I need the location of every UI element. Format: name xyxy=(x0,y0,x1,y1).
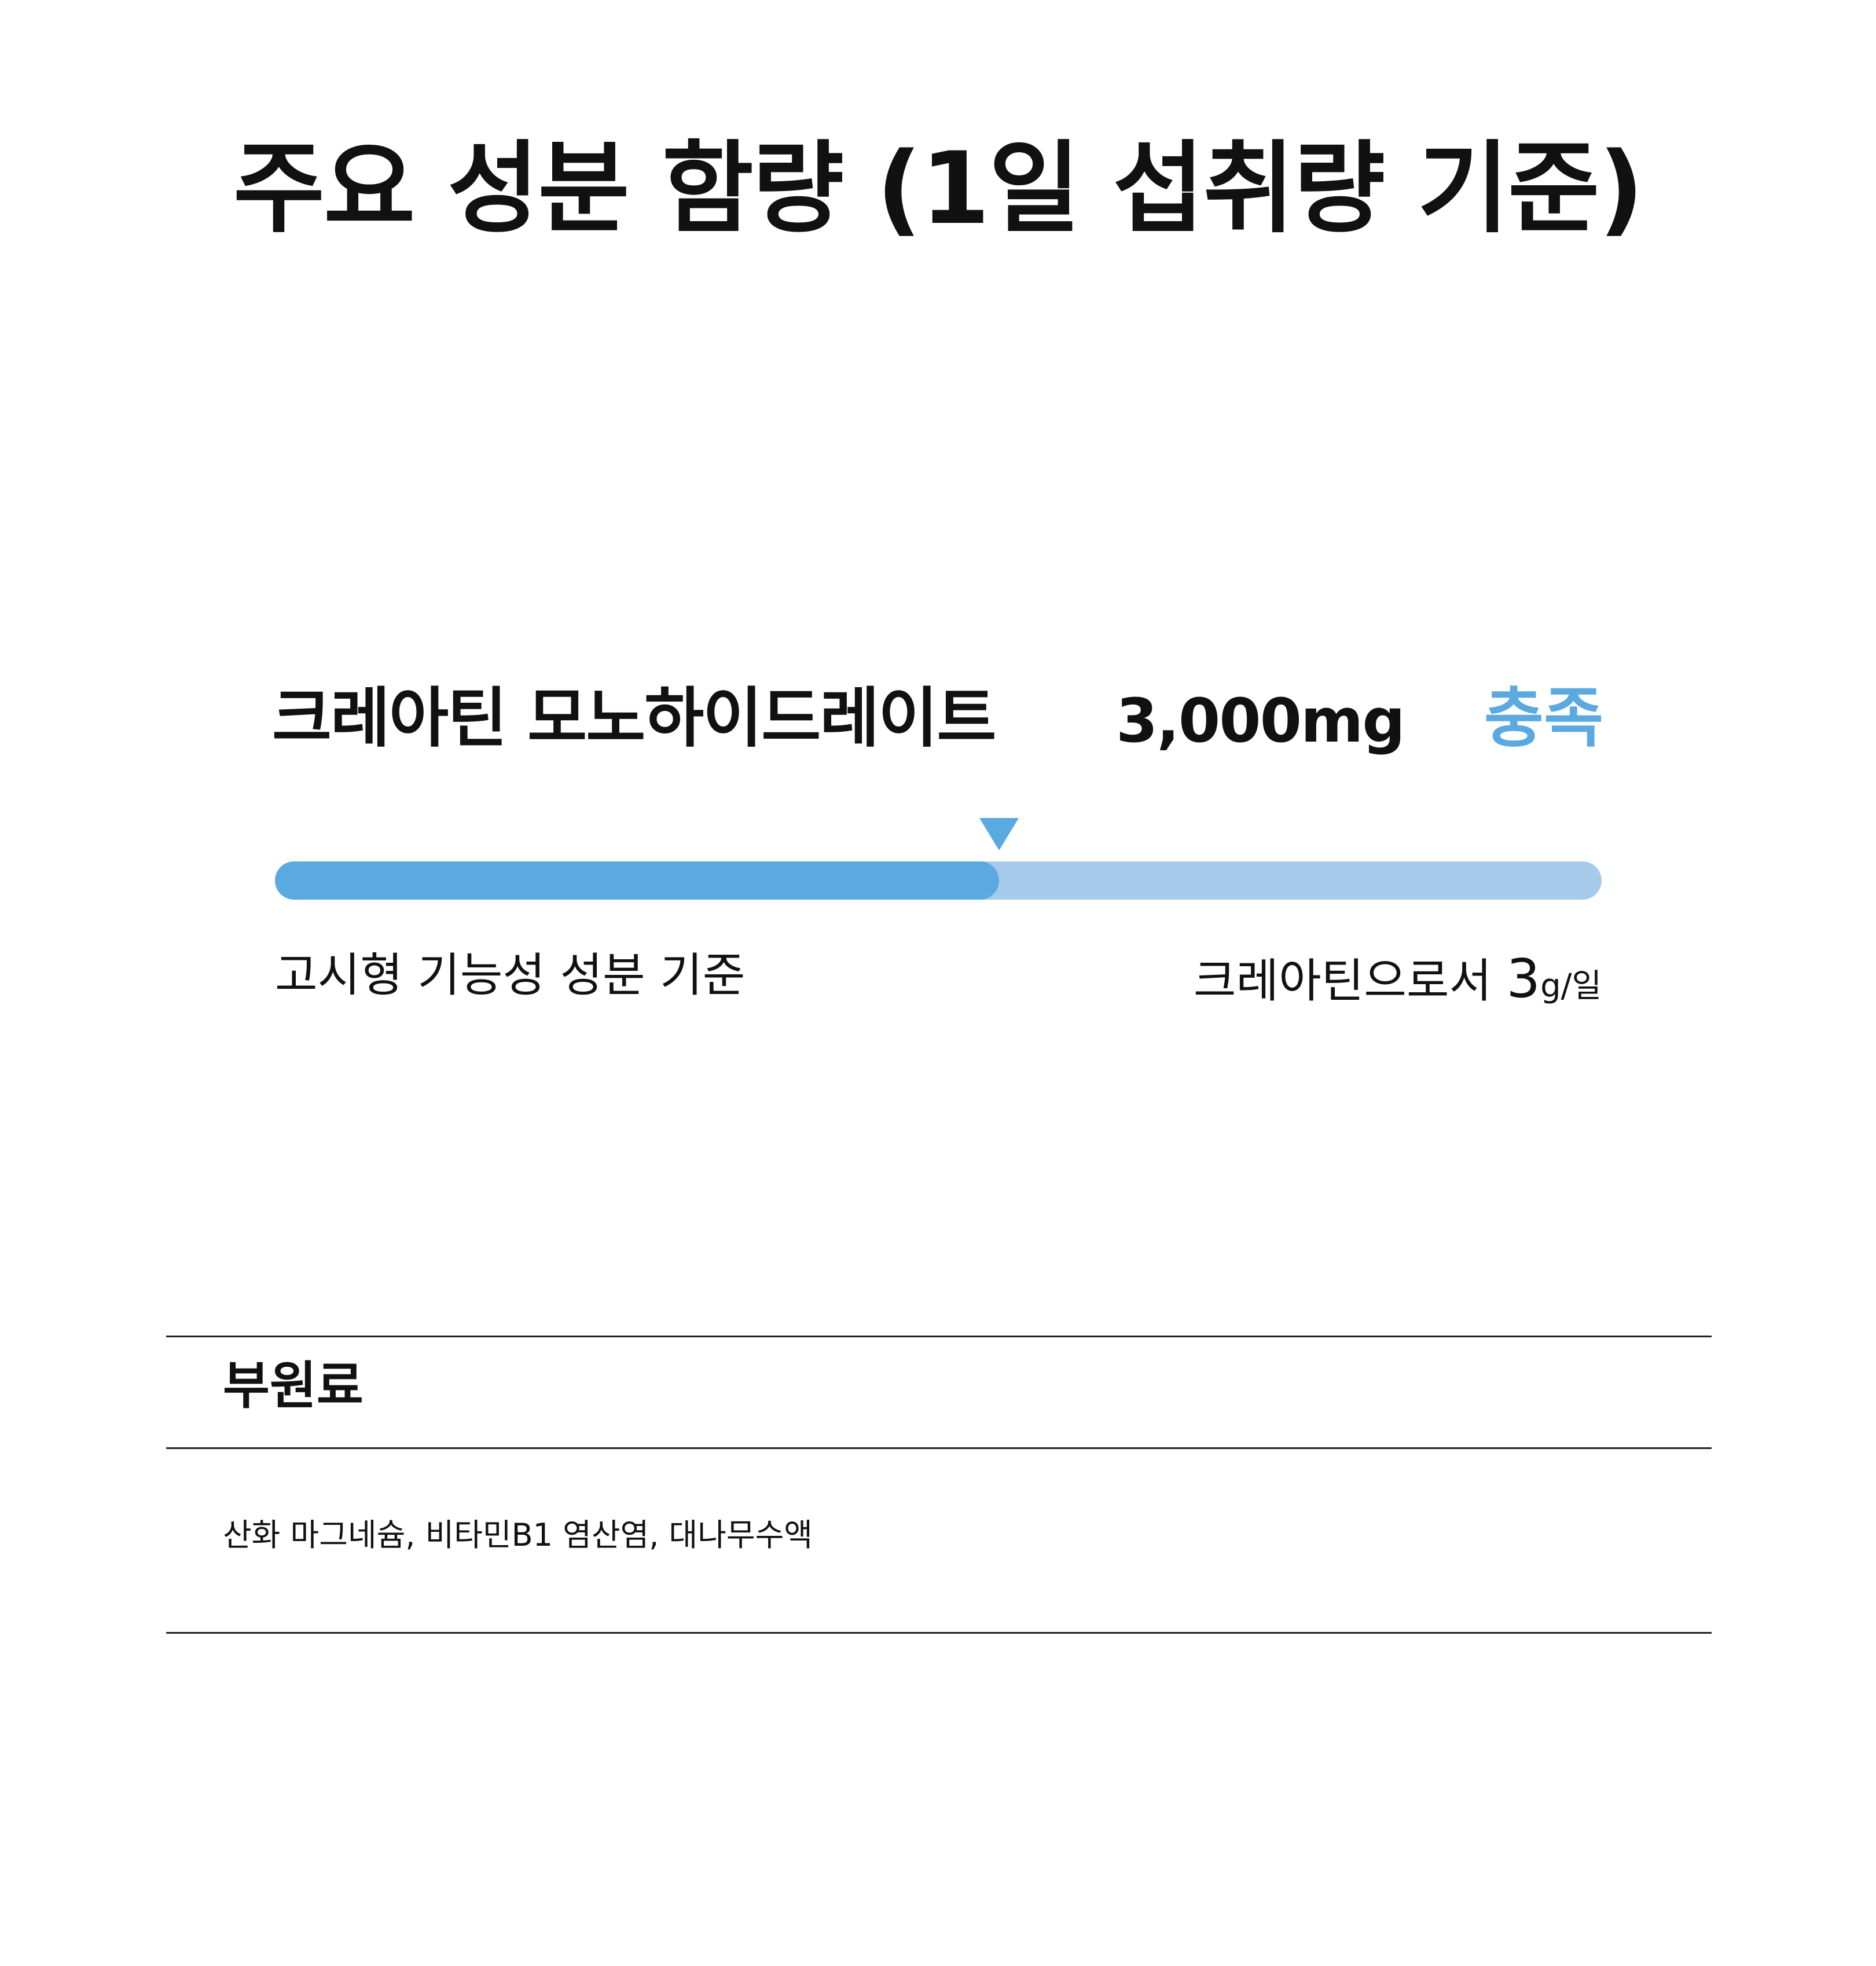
sub-ingredients-list: 산화 마그네슘, 비타민B1 염산염, 대나무수액 xyxy=(223,1517,813,1553)
ingredient-name: 크레아틴 모노하이드레이트 xyxy=(272,681,996,756)
ingredient-amount: 3,000mg xyxy=(1116,685,1405,756)
progress-fill xyxy=(275,861,999,900)
progress-track xyxy=(275,861,1602,900)
standard-value-number: 3 xyxy=(1506,948,1541,1010)
level-marker-icon xyxy=(979,818,1019,850)
page-title: 주요 성분 함량 (1일 섭취량 기준) xyxy=(233,130,1644,247)
divider-top xyxy=(166,1336,1712,1337)
standard-value-unit: g/일 xyxy=(1540,967,1602,1005)
divider-bottom xyxy=(166,1632,1712,1634)
standard-value-prefix: 크레아틴으로서 xyxy=(1193,954,1507,1008)
ingredient-row: 크레아틴 모노하이드레이트 3,000mg 충족 xyxy=(272,686,1603,761)
divider-middle xyxy=(166,1447,1712,1449)
standard-label: 고시형 기능성 성분 기준 xyxy=(275,948,746,1002)
sub-ingredients-title: 부원료 xyxy=(223,1356,364,1415)
standard-value: 크레아틴으로서 3g/일 xyxy=(1194,952,1602,1006)
ingredient-status-badge: 충족 xyxy=(1484,681,1603,756)
